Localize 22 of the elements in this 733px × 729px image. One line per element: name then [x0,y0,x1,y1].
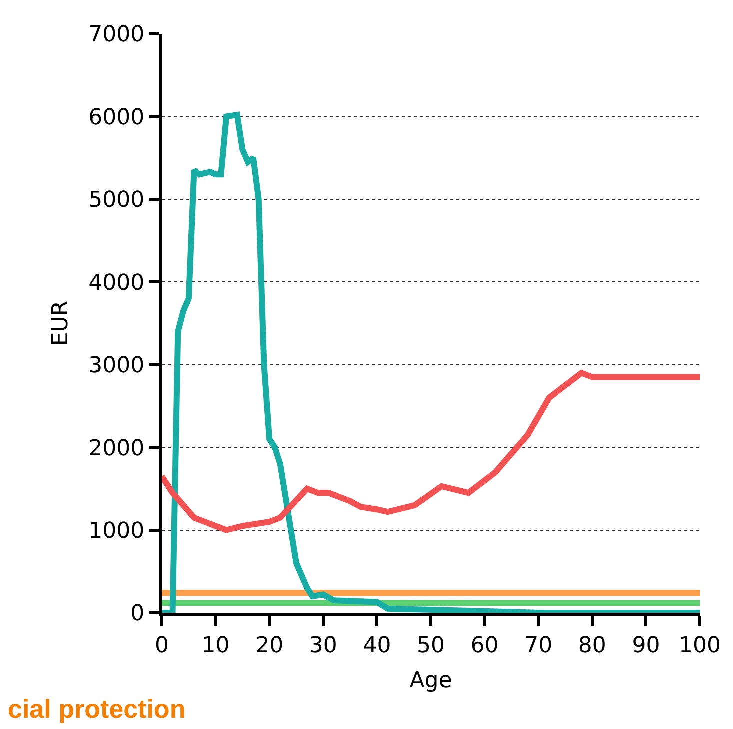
y-tick-label: 5000 [88,188,145,214]
x-tick-label: 40 [363,633,392,658]
x-tick-label: 80 [578,633,606,658]
x-tick-label: 100 [679,633,721,658]
y-tick-label: 2000 [88,436,145,462]
x-axis-title: Age [410,668,452,694]
y-tick-label: 7000 [88,22,145,48]
x-tick-label: 0 [155,633,169,658]
x-tick-label: 50 [417,633,445,658]
x-tick-label: 70 [524,633,553,658]
x-tick-label: 90 [632,633,660,658]
text: cial protection [8,694,186,724]
x-tick-label: 10 [202,633,230,658]
x-tick-label: 30 [309,633,338,658]
x-tick-label: 20 [256,633,284,658]
y-tick-label: 0 [130,602,145,627]
y-tick-label: 3000 [88,354,145,379]
y-tick-label: 1000 [88,518,145,544]
x-tick-label: 60 [470,633,499,658]
y-tick-label: 6000 [88,105,145,130]
y-tick-label: 4000 [88,270,145,296]
y-axis-title: EUR [48,300,74,346]
